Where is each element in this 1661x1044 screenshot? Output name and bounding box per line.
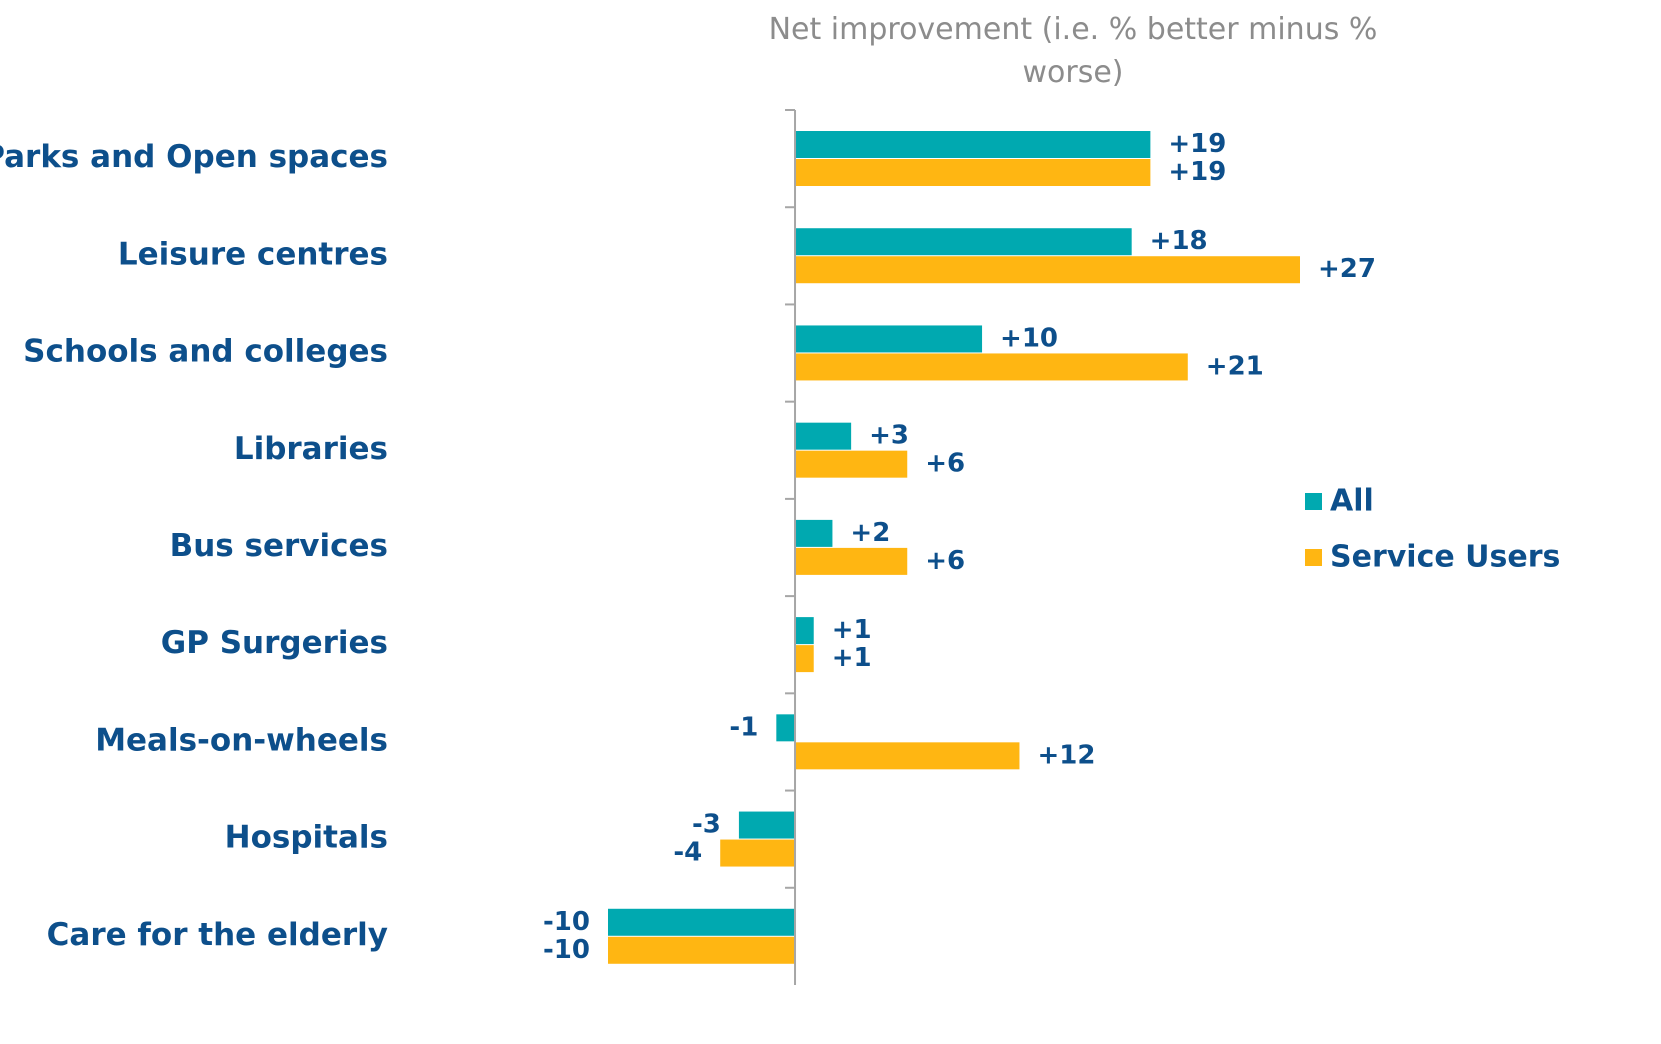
legend-swatch [1305,549,1322,566]
bar [795,547,908,575]
legend-label: All [1330,484,1374,519]
value-label: -10 [543,935,590,965]
value-label: +18 [1150,226,1208,256]
chart-title: Net improvement (i.e. % better minus % w… [768,12,1378,90]
bar [795,422,852,450]
category-label: Parks and Open spaces [0,139,388,175]
bar [738,811,796,839]
value-label: +3 [869,421,909,451]
category-label: Schools and colleges [23,334,388,370]
category-label: Leisure centres [118,236,388,272]
category-label: GP Surgeries [161,625,388,661]
legend-label: Service Users [1330,540,1560,575]
value-label: -3 [692,810,721,840]
bar [795,159,1151,186]
category-label: Care for the elderly [47,917,388,953]
value-label: +19 [1168,129,1226,159]
value-label: +6 [925,449,965,479]
value-label: -4 [673,838,702,868]
value-label: +2 [850,518,890,548]
bar [795,131,1151,158]
bar [795,742,1020,770]
bar [776,714,796,742]
category-label: Meals-on-wheels [95,722,388,758]
legend-swatch [1305,493,1322,510]
value-label: +21 [1206,351,1264,381]
bar [608,908,796,936]
value-label: +12 [1037,740,1095,770]
bar [795,228,1132,256]
value-label: -10 [543,907,590,937]
bar [795,353,1188,381]
bar [795,617,814,645]
value-label: +1 [832,643,872,673]
value-label: +1 [832,615,872,645]
value-label: +19 [1168,157,1226,187]
value-label: +10 [1000,323,1058,353]
category-label: Bus services [170,528,388,564]
bar [795,450,908,478]
value-label: -1 [729,712,758,742]
value-label: +6 [925,546,965,576]
bar [795,645,814,673]
category-label: Hospitals [225,820,388,856]
bar [795,256,1300,284]
category-label: Libraries [234,431,388,467]
bar [720,839,796,867]
bar [795,325,983,353]
value-label: +27 [1318,254,1376,284]
bar [608,936,796,964]
bar [795,519,833,547]
